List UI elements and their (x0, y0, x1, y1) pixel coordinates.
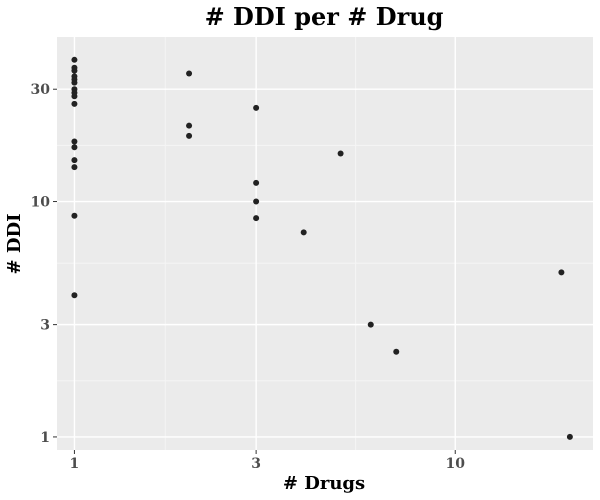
data-point (337, 150, 344, 157)
data-points (71, 56, 573, 440)
x-axis: 1 3 10 (70, 450, 466, 472)
chart-title: # DDI per # Drug (205, 2, 444, 31)
x-tick-label: 10 (446, 456, 466, 472)
data-point (71, 144, 78, 151)
data-point (71, 93, 78, 100)
data-point (186, 132, 193, 139)
data-point (300, 229, 307, 236)
data-point (253, 198, 260, 205)
data-point (71, 79, 78, 86)
data-point (71, 100, 78, 107)
data-point (71, 212, 78, 219)
data-point (566, 433, 573, 440)
y-tick-label: 1 (40, 430, 50, 446)
data-point (71, 164, 78, 171)
data-point (71, 56, 78, 63)
data-point (71, 157, 78, 164)
data-point (367, 321, 374, 328)
data-point (253, 104, 260, 111)
x-tick-label: 1 (70, 456, 80, 472)
y-tick-label: 3 (40, 318, 50, 334)
data-point (186, 122, 193, 129)
y-tick-label: 10 (31, 195, 51, 211)
y-axis-title: # DDI (4, 214, 25, 275)
x-axis-title: # Drugs (283, 473, 365, 494)
data-point (253, 215, 260, 222)
minor-gridlines (57, 37, 593, 450)
data-point (71, 138, 78, 145)
y-tick-label: 30 (31, 82, 51, 98)
data-point (186, 70, 193, 77)
x-tick-label: 3 (251, 456, 261, 472)
data-point (71, 292, 78, 299)
data-point (253, 179, 260, 186)
data-point (558, 269, 565, 276)
y-axis: 1 3 10 30 (31, 82, 57, 446)
data-point (393, 348, 400, 355)
plot-panel (57, 37, 593, 450)
data-point (71, 67, 78, 74)
